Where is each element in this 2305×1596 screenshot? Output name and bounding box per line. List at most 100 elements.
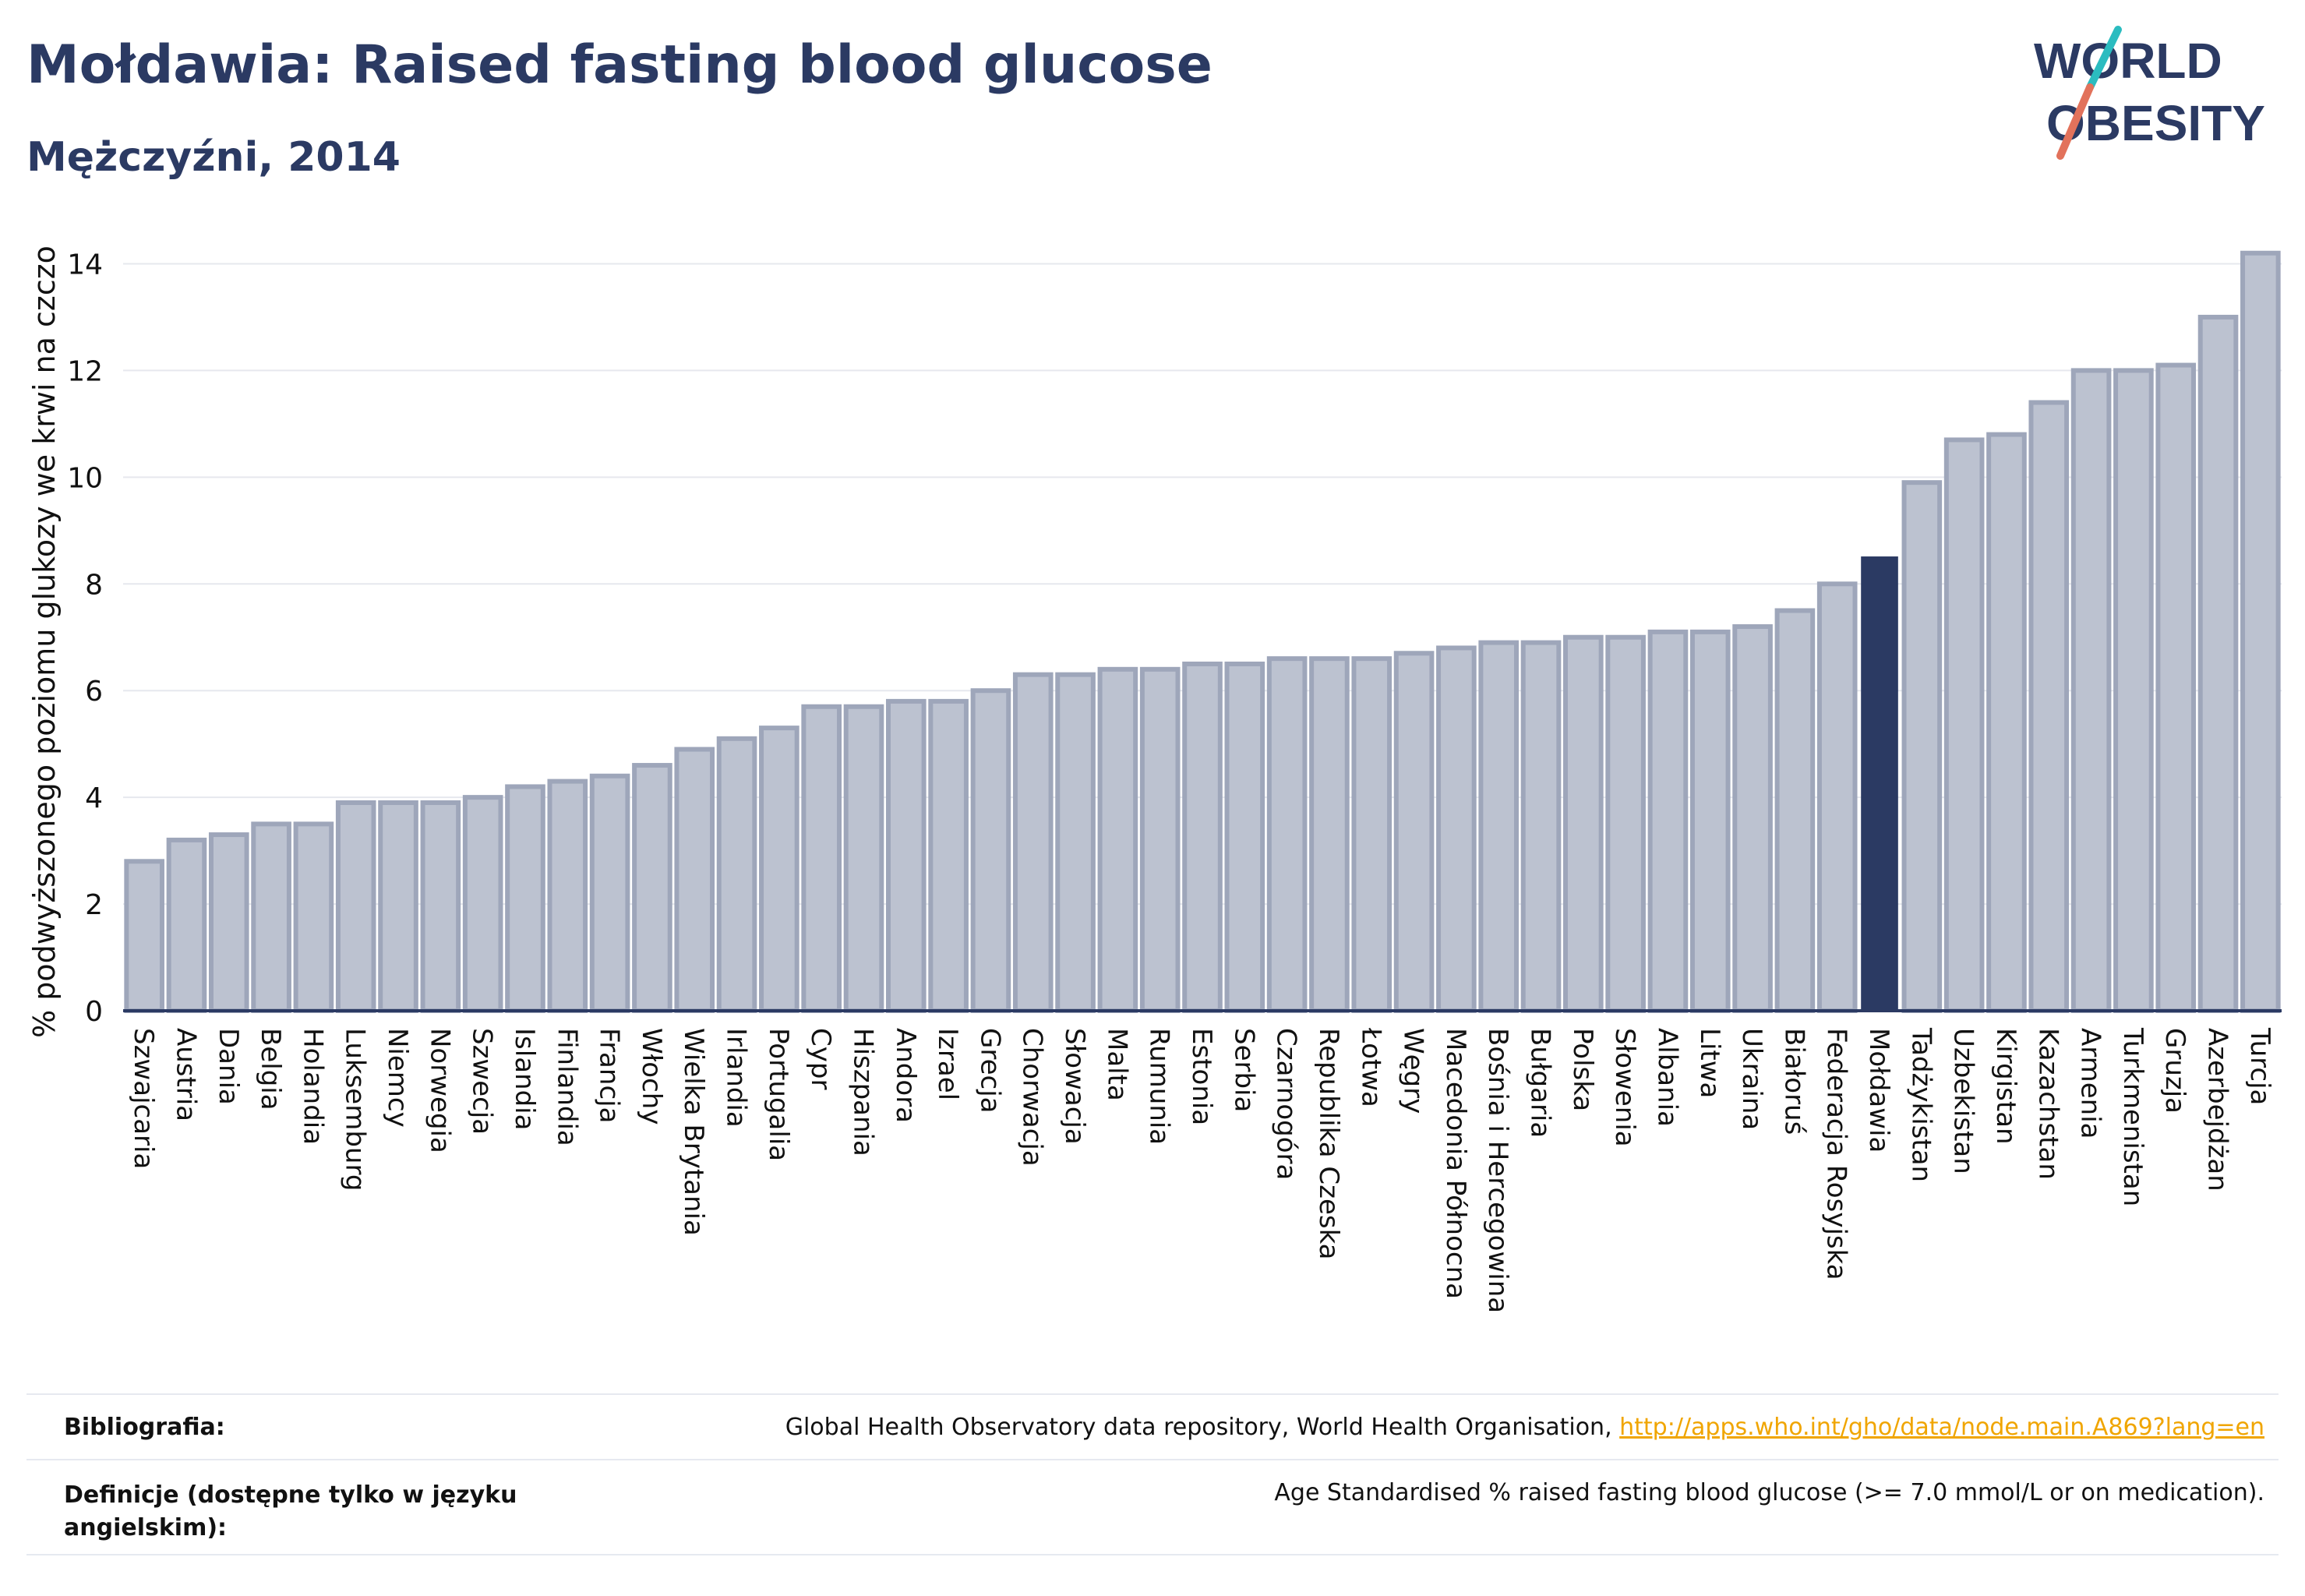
bar <box>124 859 164 1013</box>
x-tick-label: Albania <box>1651 1028 1682 1127</box>
bar <box>632 763 672 1013</box>
bar <box>1732 624 1773 1013</box>
bar <box>1605 634 1646 1013</box>
bar <box>1647 629 1689 1013</box>
definitions-label: Definicje (dostępne tylko w języku angie… <box>64 1479 517 1545</box>
bar <box>674 747 715 1013</box>
x-tick-label: Estonia <box>1186 1028 1217 1125</box>
y-tick-label: 8 <box>85 569 103 601</box>
x-tick-label: Macedonia Północna <box>1440 1028 1471 1299</box>
bar <box>1901 480 1943 1013</box>
x-tick-label: Chorwacja <box>1017 1028 1048 1167</box>
bar <box>970 688 1011 1013</box>
bar <box>1943 437 1985 1013</box>
x-tick-label: Grecja <box>974 1028 1005 1113</box>
x-tick-label: Gruzja <box>2159 1028 2190 1114</box>
bar <box>928 698 969 1013</box>
bar <box>1351 656 1393 1013</box>
bar <box>589 773 630 1013</box>
x-tick-label: Cypr <box>805 1028 836 1089</box>
bar <box>1478 640 1520 1014</box>
x-tick-label: Armenia <box>2075 1028 2106 1139</box>
x-tick-label: Serbia <box>1228 1028 1259 1112</box>
x-tick-label: Francja <box>594 1028 625 1123</box>
bar <box>1563 634 1604 1013</box>
x-tick-label: Bułgaria <box>1525 1028 1556 1138</box>
logo-slash-coral <box>2056 83 2094 160</box>
y-tick-label: 14 <box>67 249 103 281</box>
x-tick-label: Belgia <box>255 1028 286 1110</box>
bar <box>1139 666 1181 1014</box>
bar <box>885 698 927 1013</box>
x-tick-label: Azerbejdżan <box>2202 1028 2233 1192</box>
x-tick-label: Bośnia i Hercegowina <box>1482 1028 1513 1313</box>
x-tick-label: Norwegia <box>424 1028 455 1153</box>
y-tick-label: 4 <box>85 782 103 814</box>
bar <box>2028 400 2070 1013</box>
x-tick-label: Turkmenistan <box>2117 1027 2148 1206</box>
bar <box>293 821 334 1014</box>
x-tick-label: Islandia <box>509 1028 540 1130</box>
x-tick-label: Szwajcaria <box>128 1028 159 1169</box>
bar-chart: 0 2 4 6 8 10 12 14% podwyższonego poziomu gluko… <box>27 245 2282 1313</box>
bar <box>1097 666 1138 1014</box>
x-tick-label: Portugalia <box>763 1028 794 1161</box>
bar <box>1224 661 1265 1013</box>
definitions-text: Age Standardised % raised fasting blood … <box>1274 1479 2264 1506</box>
bar <box>505 784 545 1013</box>
bibliography-value: Global Health Observatory data repositor… <box>785 1414 2264 1441</box>
x-tick-label: Wielka Brytania <box>678 1028 709 1236</box>
chart-title: Mołdawia: Raised fasting blood glucose <box>26 34 1213 96</box>
bar <box>335 800 376 1013</box>
x-tick-label: Dania <box>213 1028 244 1105</box>
bar <box>420 800 461 1013</box>
bar <box>1520 640 1562 1014</box>
bar <box>251 821 291 1014</box>
footer-divider-bottom <box>26 1554 2279 1555</box>
x-tick-label: Białoruś <box>1778 1028 1809 1135</box>
x-tick-label: Litwa <box>1694 1028 1725 1098</box>
bar <box>843 704 884 1013</box>
x-tick-label: Kirgistan <box>1990 1028 2021 1145</box>
bar <box>759 726 800 1013</box>
x-tick-label: Mołdawia <box>1863 1028 1894 1153</box>
y-tick-label: 10 <box>67 462 103 494</box>
bar <box>801 704 842 1013</box>
x-tick-label: Włochy <box>636 1028 667 1125</box>
x-tick-label: Czarnogóra <box>1271 1028 1302 1180</box>
bar <box>547 779 588 1013</box>
x-tick-label: Turcja <box>2244 1027 2275 1105</box>
bar-highlight <box>1861 556 1898 1012</box>
x-tick-label: Niemcy <box>382 1028 413 1128</box>
bar <box>378 800 418 1013</box>
bar <box>1436 645 1477 1014</box>
bar <box>2155 362 2197 1013</box>
bibliography-link[interactable]: http://apps.who.int/gho/data/node.main.A… <box>1619 1414 2264 1441</box>
footer-divider-top <box>26 1393 2279 1395</box>
bar <box>1309 656 1350 1013</box>
x-tick-label: Szwecja <box>467 1028 498 1135</box>
bibliography-label: Bibliografia: <box>64 1414 225 1441</box>
bar <box>2240 250 2281 1014</box>
x-tick-label: Kazachstan <box>2032 1028 2063 1180</box>
x-tick-label: Słowenia <box>1609 1028 1640 1147</box>
bar <box>1393 651 1435 1013</box>
y-tick-label: 12 <box>67 355 103 387</box>
x-tick-label: Tadżykistan <box>1905 1027 1936 1182</box>
x-tick-label: Finlandia <box>551 1028 582 1146</box>
bar <box>1689 629 1731 1013</box>
definitions-label-line-1: Definicje (dostępne tylko w języku <box>64 1481 517 1509</box>
x-tick-label: Łotwa <box>1355 1027 1386 1107</box>
bar <box>1816 581 1858 1013</box>
x-tick-label: Węgry <box>1398 1028 1429 1114</box>
bar <box>2070 368 2112 1013</box>
bar <box>1986 432 2027 1013</box>
x-tick-label: Irlandia <box>721 1028 752 1128</box>
x-tick-label: Rumunia <box>1144 1028 1175 1145</box>
x-tick-label: Uzbekistan <box>1948 1028 1979 1174</box>
x-tick-label: Holandia <box>297 1028 328 1145</box>
bar <box>716 736 757 1013</box>
footer-divider-middle <box>26 1459 2279 1460</box>
x-tick-label: Republika Czeska <box>1313 1028 1344 1260</box>
bar <box>1012 672 1054 1013</box>
